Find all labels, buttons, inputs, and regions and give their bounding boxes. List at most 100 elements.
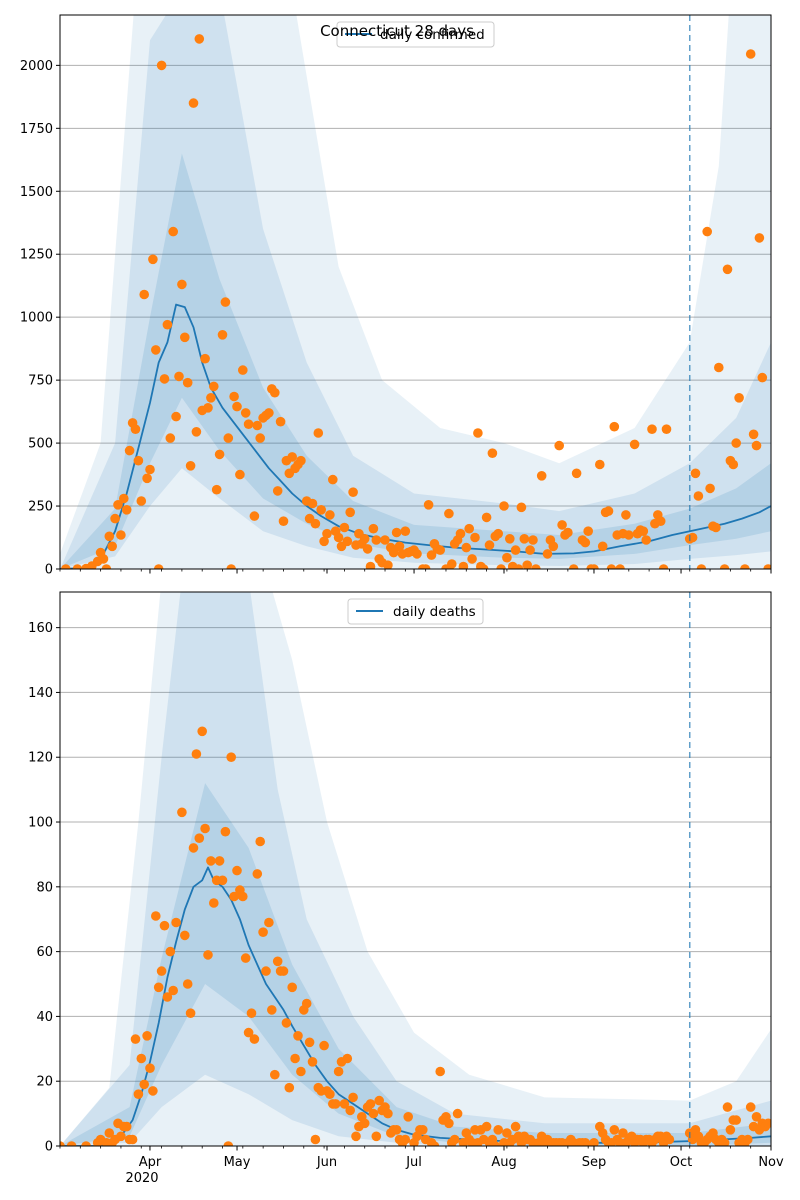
data-point — [510, 545, 521, 555]
data-point — [313, 428, 324, 438]
data-point — [458, 561, 469, 569]
data-point — [307, 498, 318, 509]
data-point — [461, 542, 472, 553]
data-point — [359, 1118, 370, 1129]
data-point — [293, 1031, 303, 1041]
data-point — [124, 445, 135, 456]
data-point — [522, 560, 532, 569]
data-point — [470, 532, 480, 543]
data-point — [621, 510, 631, 520]
y-tick-label: 100 — [28, 816, 53, 831]
data-point — [391, 527, 402, 538]
data-point — [191, 749, 202, 759]
data-point — [661, 424, 672, 435]
data-point — [316, 505, 327, 515]
data-point — [246, 1008, 257, 1018]
data-point — [426, 550, 437, 560]
data-point — [510, 1121, 521, 1132]
middle-uncertainty-band — [60, 592, 771, 1146]
data-point — [345, 1105, 356, 1116]
data-point — [255, 836, 265, 847]
data-point — [232, 401, 242, 412]
data-point — [281, 1018, 292, 1028]
data-point — [502, 1128, 512, 1138]
data-point — [740, 564, 750, 569]
data-point — [624, 530, 634, 540]
data-point — [296, 1066, 306, 1077]
data-point — [197, 726, 207, 737]
data-point — [220, 826, 231, 837]
data-point — [359, 534, 370, 544]
data-point — [98, 554, 109, 564]
data-point — [595, 459, 605, 470]
data-point — [159, 920, 170, 931]
data-point — [339, 522, 350, 533]
data-point — [223, 433, 234, 443]
data-point — [168, 985, 178, 996]
data-point — [464, 523, 475, 534]
data-point — [165, 433, 176, 443]
data-point — [322, 528, 332, 539]
data-point — [110, 513, 120, 524]
data-point — [513, 564, 524, 569]
deaths-panel: 0 20 40 60 80 100 120 140 160 Apr May Jun Jul Aug Sep… — [28, 591, 784, 1186]
data-point — [519, 534, 530, 544]
data-point — [238, 365, 248, 375]
confirmed-axes-frame — [59, 14, 772, 570]
data-point — [226, 564, 236, 569]
data-point — [420, 564, 431, 569]
y-tick-label: 1500 — [20, 185, 53, 200]
data-point — [499, 501, 509, 511]
data-point — [171, 917, 181, 928]
data-point — [319, 536, 329, 547]
data-point — [258, 927, 268, 937]
deaths-legend-label: daily deaths — [393, 604, 476, 620]
data-point — [214, 449, 225, 460]
data-point — [174, 371, 184, 382]
x-tick-label: Jun — [316, 1155, 337, 1170]
data-point — [136, 1053, 147, 1064]
data-point — [249, 1034, 260, 1044]
data-point — [153, 564, 164, 569]
data-point — [319, 1040, 329, 1051]
data-point — [272, 956, 283, 967]
data-point — [127, 1134, 138, 1145]
confirmed-x-axis — [59, 569, 772, 574]
data-point — [240, 953, 251, 963]
deaths-x-axis: Apr May Jun Jul Aug Sep Oct Nov — [59, 1146, 784, 1170]
data-point — [180, 332, 190, 343]
data-point — [745, 49, 756, 59]
confirmed-legend-box — [336, 21, 495, 48]
data-point — [267, 1005, 277, 1015]
data-point — [304, 1037, 315, 1048]
y-tick-label: 120 — [28, 751, 53, 766]
data-point — [722, 264, 733, 275]
data-point — [658, 564, 669, 569]
data-point — [214, 856, 225, 866]
data-point — [240, 408, 251, 418]
data-point — [348, 1092, 358, 1103]
data-point — [371, 1131, 382, 1142]
data-point — [255, 433, 265, 443]
data-point — [177, 279, 187, 290]
data-point — [185, 461, 196, 471]
y-tick-label: 80 — [36, 880, 53, 895]
data-point — [145, 1063, 155, 1073]
data-point — [206, 393, 216, 403]
data-point — [487, 448, 498, 459]
data-point — [145, 464, 155, 475]
data-point — [711, 522, 721, 533]
data-point — [194, 34, 205, 44]
data-point — [664, 1134, 675, 1145]
data-point — [342, 1053, 353, 1064]
data-point — [101, 564, 112, 569]
x-tick-label: Sep — [582, 1155, 607, 1170]
data-point — [429, 1141, 440, 1146]
data-point — [61, 564, 71, 569]
data-point — [130, 424, 141, 435]
data-point — [473, 428, 483, 438]
data-point — [249, 511, 260, 521]
data-point — [435, 1066, 446, 1077]
data-point — [580, 537, 591, 548]
data-point — [745, 1102, 756, 1112]
